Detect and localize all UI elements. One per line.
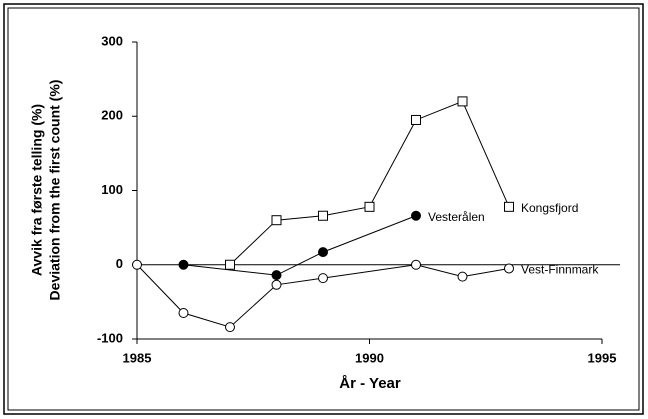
marker xyxy=(504,263,514,274)
marker xyxy=(318,273,328,284)
y-tick-label: -100 xyxy=(97,330,123,345)
series-line xyxy=(183,215,417,276)
marker xyxy=(411,114,421,125)
marker xyxy=(457,271,468,282)
marker xyxy=(225,322,235,333)
marker xyxy=(364,201,375,212)
frame xyxy=(3,3,644,415)
marker xyxy=(411,210,421,221)
y-tick-label: 0 xyxy=(116,256,123,271)
x-tick-label: 1995 xyxy=(588,350,617,365)
inner-frame xyxy=(7,7,640,411)
series-label: Vest-Finnmark xyxy=(521,263,599,277)
y-tick-label: 300 xyxy=(101,33,123,48)
marker xyxy=(271,279,282,290)
y-axis-label: Avvik fra første telling (%) xyxy=(29,104,45,276)
series-line xyxy=(229,100,510,266)
x-axis-label: År - Year xyxy=(339,375,401,392)
x-tick-label: 1990 xyxy=(355,350,384,365)
marker xyxy=(178,259,189,270)
marker xyxy=(411,259,421,270)
marker xyxy=(318,210,328,221)
marker xyxy=(132,259,142,270)
y-tick-label: 100 xyxy=(101,182,123,197)
marker xyxy=(225,259,235,270)
series-label: Vesterålen xyxy=(428,210,485,224)
series-line xyxy=(136,264,510,328)
x-tick-label: 1985 xyxy=(123,350,152,365)
marker xyxy=(178,308,189,319)
marker xyxy=(318,247,328,258)
marker xyxy=(271,215,282,226)
series-label: Kongsfjord xyxy=(521,201,578,215)
marker xyxy=(504,201,514,212)
y-axis-label: Deviation from the first count (%) xyxy=(47,80,63,301)
marker xyxy=(271,270,282,281)
y-tick-label: 200 xyxy=(101,108,123,123)
marker xyxy=(457,96,468,107)
